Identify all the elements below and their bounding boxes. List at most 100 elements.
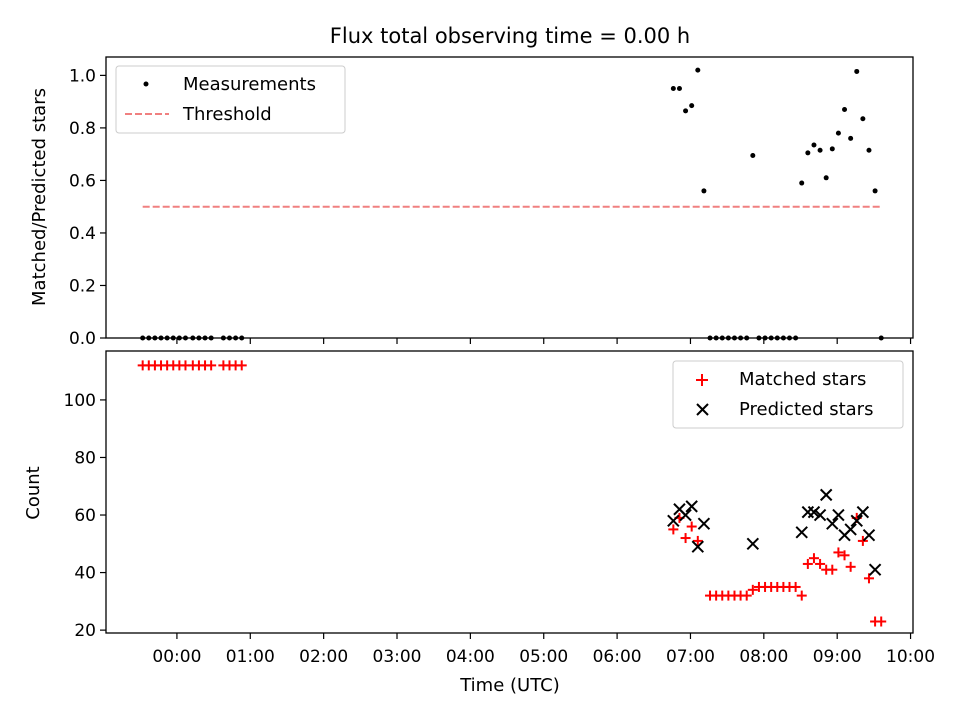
matched-stars-point	[802, 558, 813, 569]
predicted-stars-point	[819, 488, 833, 502]
predicted-stars-point	[850, 514, 863, 527]
predicted-stars-point	[832, 508, 845, 522]
predicted-stars-point	[844, 523, 857, 536]
bottom-y-tick-label: 60	[74, 506, 96, 526]
bottom-y-ticks: 20 40 60 80 100	[64, 391, 106, 641]
top-y-tick-label: 0.2	[69, 276, 96, 296]
predicted-stars-point	[856, 505, 870, 519]
matched-stars-point	[790, 581, 801, 592]
legend-predicted-stars-label: Predicted stars	[739, 399, 873, 420]
measurement-point	[854, 68, 860, 74]
legend-matched-stars-label: Matched stars	[739, 369, 866, 390]
measurement-point	[848, 135, 854, 141]
bottom-axes: 20 40 60 80 100 00:00 01:00 02:00 03:00 04:00 05:…	[23, 350, 935, 696]
predicted-stars-point	[697, 517, 711, 530]
measurement-point	[872, 188, 878, 194]
measurement-point	[695, 67, 701, 73]
x-tick-label: 05:00	[519, 647, 568, 667]
matched-stars-point	[668, 524, 679, 535]
bottom-legend: Matched stars Predicted stars	[672, 360, 904, 429]
matched-stars-point	[206, 360, 217, 371]
bottom-y-tick-label: 40	[74, 564, 96, 584]
top-y-tick-label: 0.6	[69, 171, 96, 191]
measurement-point	[750, 152, 756, 158]
top-y-tick-label: 0.4	[69, 224, 96, 244]
matched-stars-point	[815, 558, 826, 569]
x-tick-label: 03:00	[373, 647, 422, 667]
top-axes-frame	[105, 56, 914, 339]
bottom-y-tick-label: 100	[64, 391, 96, 411]
legend-matched-stars-marker	[696, 374, 708, 386]
matched-stars-point	[741, 590, 752, 601]
predicted-stars-point	[667, 514, 680, 527]
x-tick-label: 07:00	[666, 647, 715, 667]
x-axis-label: Time (UTC)	[459, 675, 560, 696]
measurement-point	[701, 188, 707, 194]
x-tick-label: 06:00	[593, 647, 642, 667]
predicted-stars-point	[746, 537, 760, 551]
matched-stars-point	[236, 360, 247, 371]
chart-title: Flux total observing time = 0.00 h	[330, 24, 690, 48]
matched-stars-point	[808, 553, 819, 564]
matched-stars-point	[833, 547, 844, 558]
legend-threshold-label: Threshold	[182, 104, 272, 125]
matched-stars-point	[680, 533, 691, 544]
bottom-plot-marks	[137, 360, 887, 627]
x-tick-label: 02:00	[299, 647, 348, 667]
matched-stars-point	[857, 535, 868, 546]
matched-stars-point	[747, 584, 758, 595]
measurement-point	[829, 146, 835, 152]
predicted-stars-point	[691, 540, 705, 553]
predicted-stars-point	[862, 528, 876, 542]
measurement-point	[823, 175, 829, 181]
legend-measurements-marker	[143, 81, 149, 87]
measurement-point	[835, 130, 841, 136]
top-y-axis-label: Matched/Predicted stars	[29, 88, 50, 306]
top-y-tick-label: 1.0	[69, 66, 96, 86]
top-legend: Measurements Threshold	[115, 65, 346, 134]
bottom-legend-box	[672, 360, 904, 429]
top-x-ticks	[176, 338, 912, 344]
bottom-y-tick-label: 80	[74, 448, 96, 468]
top-y-ticks: 0.0 0.2 0.4 0.6 0.8 1.0	[69, 66, 106, 349]
x-tick-label: 00:00	[152, 647, 201, 667]
measurement-point	[860, 116, 866, 122]
measurement-point	[817, 147, 823, 153]
x-tick-label: 09:00	[813, 647, 862, 667]
bottom-axes-frame	[105, 350, 914, 634]
measurement-point	[811, 142, 817, 148]
x-tick-label: 10:00	[886, 647, 935, 667]
predicted-stars-point	[826, 517, 839, 530]
predicted-stars-point	[795, 526, 808, 539]
top-y-tick-label: 0.0	[69, 329, 96, 349]
measurement-point	[689, 103, 695, 109]
x-tick-label: 04:00	[446, 647, 495, 667]
x-tick-label: 08:00	[739, 647, 788, 667]
matched-stars-point	[863, 573, 874, 584]
predicted-stars-point	[868, 563, 882, 576]
matched-stars-point	[692, 535, 703, 546]
bottom-y-axis-label: Count	[23, 466, 44, 519]
matched-stars-point	[827, 564, 838, 575]
legend-measurements-label: Measurements	[183, 74, 316, 95]
predicted-stars-point	[801, 505, 815, 519]
x-tick-label: 01:00	[226, 647, 275, 667]
predicted-stars-point	[685, 500, 698, 513]
measurement-point	[683, 108, 689, 114]
bottom-x-ticks: 00:00 01:00 02:00 03:00 04:00 05:00 06:00 07:00…	[152, 633, 935, 667]
matched-stars-point	[839, 550, 850, 561]
top-legend-box	[115, 65, 346, 134]
measurement-point	[676, 86, 682, 92]
matched-stars-point	[876, 616, 887, 627]
predicted-stars-point	[813, 508, 827, 522]
matched-stars-point	[845, 561, 856, 572]
measurement-point	[805, 150, 811, 156]
matched-stars-point	[796, 590, 807, 601]
bottom-y-tick-label: 20	[74, 621, 96, 641]
measurement-point	[670, 86, 676, 92]
legend-predicted-stars-marker	[696, 403, 709, 416]
predicted-stars-point	[807, 505, 821, 519]
measurement-point	[842, 107, 848, 113]
top-y-tick-label: 0.8	[69, 119, 96, 139]
